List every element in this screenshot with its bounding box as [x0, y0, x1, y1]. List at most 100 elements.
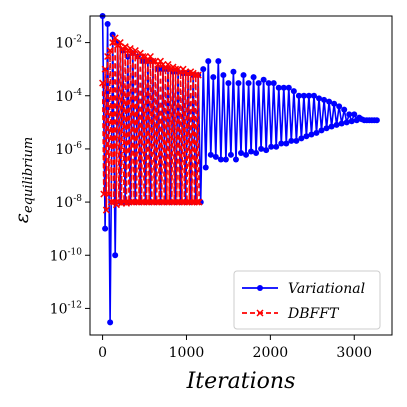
data-point: [225, 80, 232, 87]
svg-text:εequilibrium: εequilibrium: [11, 137, 36, 223]
data-point: [298, 135, 305, 142]
data-point: [278, 140, 285, 147]
data-point: [321, 96, 328, 103]
data-point: [104, 21, 111, 28]
data-point: [205, 58, 212, 65]
data-point: [308, 131, 315, 138]
data-point: [263, 147, 270, 154]
y-tick-label: 10-6: [55, 141, 82, 158]
data-point: [193, 198, 201, 206]
data-point: [102, 206, 110, 214]
data-point: [202, 164, 209, 171]
data-point: [303, 133, 310, 140]
data-point: [293, 137, 300, 144]
data-point: [346, 111, 353, 118]
data-point: [240, 72, 247, 79]
data-point: [222, 156, 229, 163]
data-point: [238, 150, 244, 157]
data-point: [217, 156, 224, 163]
data-point: [253, 150, 260, 157]
data-point: [210, 74, 217, 81]
data-point: [102, 225, 109, 232]
data-point: [343, 119, 350, 126]
data-point: [338, 120, 345, 127]
data-point: [207, 151, 214, 158]
x-axis-title: Iterations: [186, 369, 296, 394]
data-point: [275, 84, 282, 91]
data-point: [107, 198, 115, 206]
x-tick-label: 0: [98, 345, 107, 361]
data-point: [126, 44, 134, 53]
data-point: [101, 65, 109, 73]
series-line-dbfft: [101, 37, 200, 211]
data-point: [243, 151, 250, 158]
data-point: [331, 100, 338, 107]
data-point: [232, 156, 239, 163]
data-point: [121, 43, 129, 51]
data-point: [326, 98, 333, 105]
data-point: [373, 117, 380, 124]
data-point: [323, 125, 330, 132]
series-dbfft: [99, 34, 203, 214]
data-point: [310, 92, 317, 99]
data-point: [245, 80, 252, 87]
x-tick-label: 2000: [253, 345, 289, 361]
series-layer: [99, 13, 380, 326]
y-tick-label: 10-2: [55, 35, 82, 52]
data-point: [260, 76, 267, 83]
data-point: [215, 58, 222, 65]
data-point: [328, 123, 335, 130]
data-point: [280, 84, 287, 91]
data-point: [305, 92, 312, 99]
data-point: [285, 84, 292, 91]
data-point: [268, 143, 275, 150]
data-point: [104, 52, 112, 61]
data-point: [194, 71, 202, 79]
plot-frame: [89, 15, 393, 336]
y-tick-label: 10-4: [55, 88, 82, 105]
y-tick-label: 10-10: [50, 247, 83, 264]
legend-marker: [256, 309, 264, 317]
data-point: [106, 47, 114, 55]
data-point: [149, 57, 157, 65]
data-point: [195, 198, 203, 206]
data-point: [318, 127, 325, 134]
data-point: [333, 121, 340, 128]
x-tick-label: 3000: [336, 345, 372, 361]
data-point: [105, 190, 113, 198]
data-point: [107, 319, 114, 326]
data-point: [313, 129, 320, 136]
data-point: [250, 74, 257, 81]
data-point: [290, 88, 297, 95]
data-point: [248, 148, 255, 155]
data-point: [283, 140, 290, 147]
tick-layer: 0 1000 2000 3000 10-12 10-10 10-8 10-6 10-4 10-2: [50, 35, 372, 361]
data-point: [300, 92, 307, 99]
data-point: [227, 151, 234, 158]
data-point: [200, 66, 207, 73]
data-point: [288, 137, 295, 144]
data-point: [230, 68, 237, 75]
x-tick-label: 1000: [169, 345, 205, 361]
data-point: [270, 80, 277, 87]
y-tick-label: 10-8: [55, 194, 82, 211]
data-point: [131, 47, 139, 55]
data-point: [258, 145, 265, 152]
data-point: [295, 92, 302, 99]
data-point: [212, 153, 219, 160]
data-point: [351, 111, 358, 118]
data-point: [220, 72, 227, 79]
data-point: [99, 79, 107, 87]
data-point: [112, 252, 119, 259]
data-point: [235, 80, 242, 87]
data-point: [336, 103, 343, 110]
legend: Variational DBFFT: [233, 270, 381, 330]
y-tick-label: 10-12: [50, 300, 82, 317]
legend-label: Variational: [288, 281, 365, 297]
y-axis-title: εequilibrium: [11, 137, 36, 223]
data-point: [265, 80, 272, 87]
data-point: [316, 95, 323, 102]
data-point: [109, 39, 117, 47]
data-point: [273, 143, 280, 150]
